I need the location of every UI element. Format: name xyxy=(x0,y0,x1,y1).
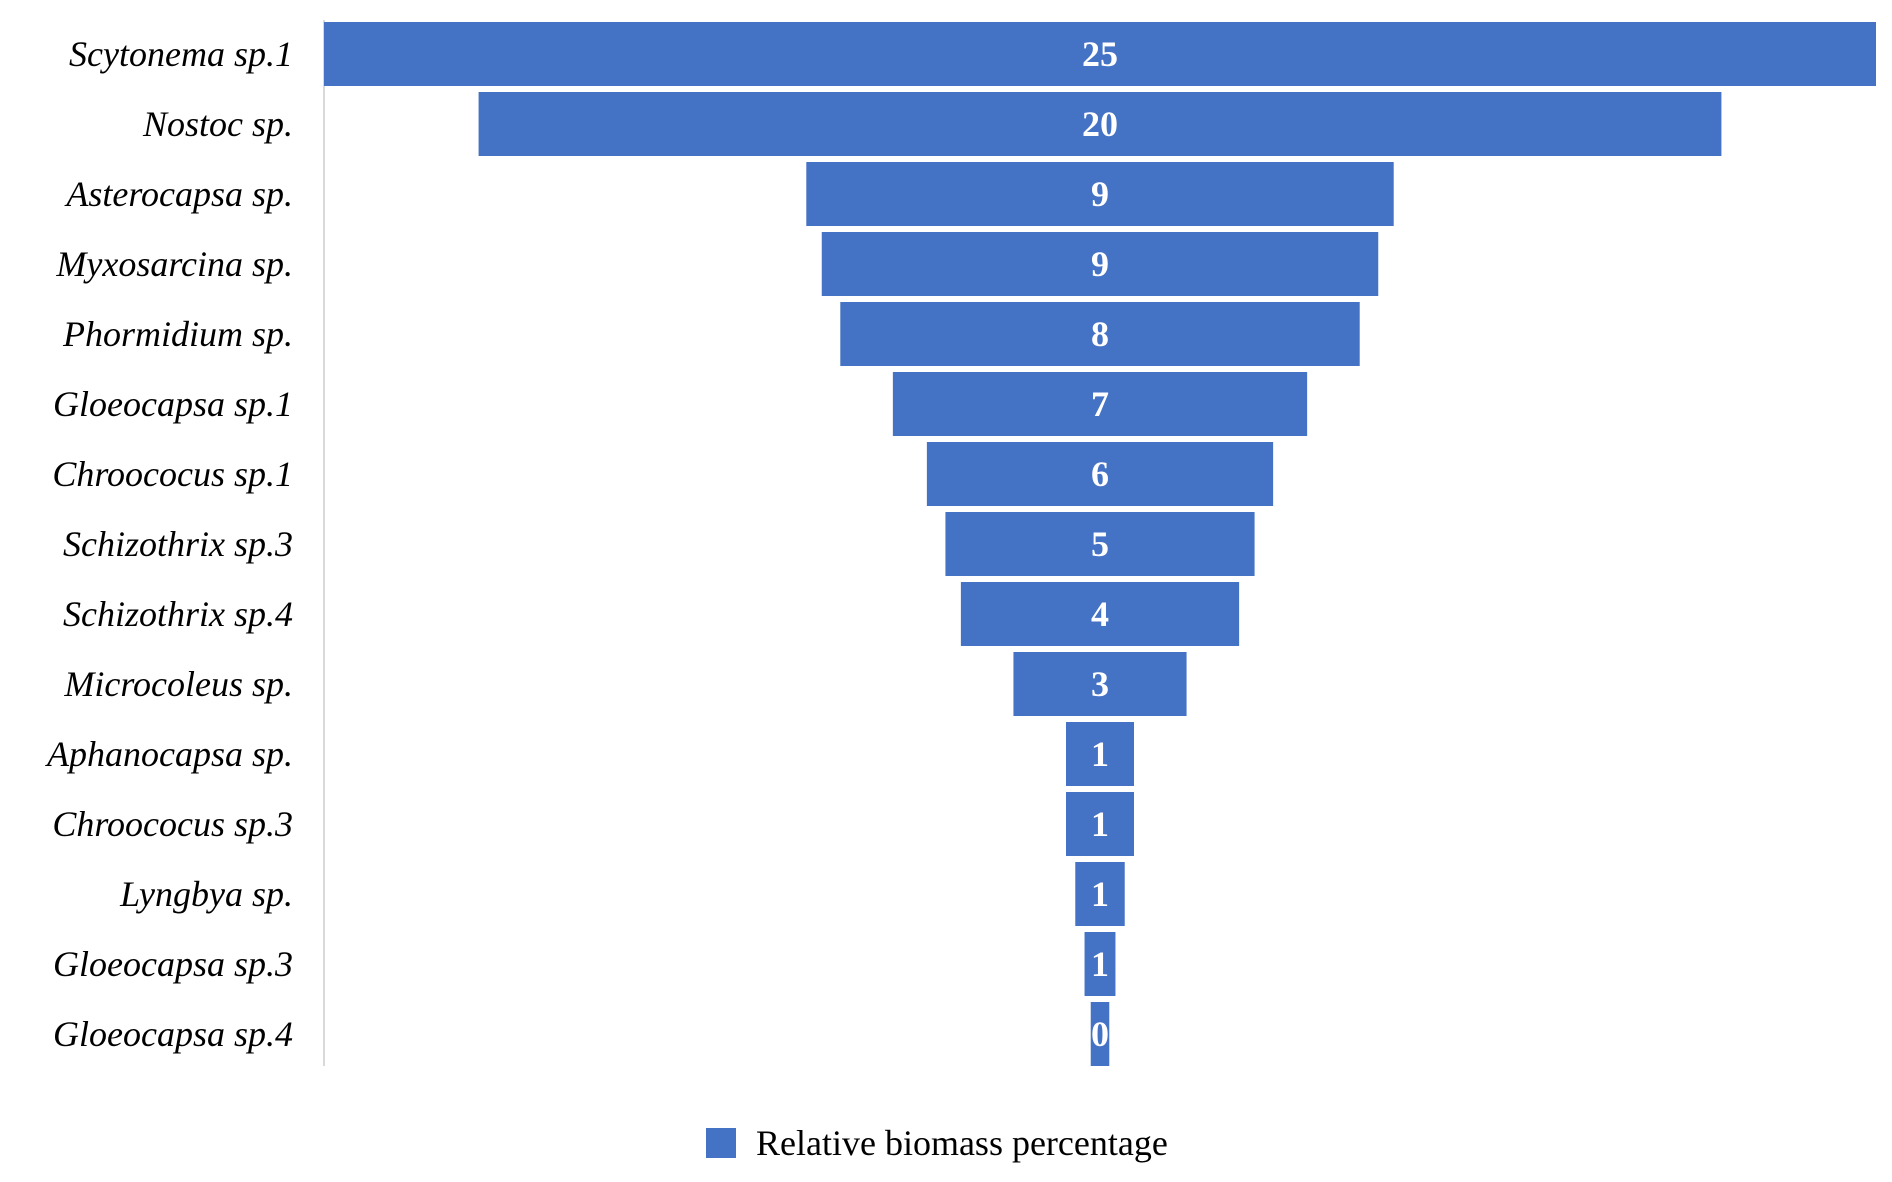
category-labels-group: Scytonema sp.1 Nostoc sp. Asterocapsa sp. M… xyxy=(45,34,293,1054)
category-label: Schizothrix sp.3 xyxy=(63,524,293,564)
data-label: 1 xyxy=(1091,734,1109,774)
bar xyxy=(324,22,1876,86)
data-label: 1 xyxy=(1091,804,1109,844)
category-label: Aphanocapsa sp. xyxy=(45,734,293,774)
data-label: 3 xyxy=(1091,664,1109,704)
bar xyxy=(821,232,1379,296)
data-label: 20 xyxy=(1082,104,1118,144)
data-label: 5 xyxy=(1091,524,1109,564)
bar xyxy=(1065,792,1135,856)
category-label: Gloeocapsa sp.3 xyxy=(53,944,293,984)
bar xyxy=(840,302,1360,366)
bar xyxy=(806,162,1394,226)
category-label: Gloeocapsa sp.1 xyxy=(53,384,293,424)
category-label: Chroococus sp.3 xyxy=(52,804,293,844)
category-label: Schizothrix sp.4 xyxy=(63,594,293,634)
category-label: Microcoleus sp. xyxy=(63,664,293,704)
category-label: Phormidium sp. xyxy=(62,314,293,354)
data-label: 1 xyxy=(1091,944,1109,984)
category-label: Myxosarcina sp. xyxy=(55,244,293,284)
data-label: 7 xyxy=(1091,384,1109,424)
legend-label: Relative biomass percentage xyxy=(756,1123,1168,1163)
bar xyxy=(1090,1002,1110,1066)
bar xyxy=(960,582,1240,646)
bar xyxy=(1075,862,1125,926)
legend-swatch xyxy=(706,1128,736,1158)
bar xyxy=(1013,652,1187,716)
data-label: 0 xyxy=(1091,1014,1109,1054)
category-label: Chroococus sp.1 xyxy=(52,454,293,494)
legend: Relative biomass percentage xyxy=(706,1123,1168,1163)
category-label: Lyngbya sp. xyxy=(119,874,293,914)
bars-group xyxy=(324,22,1876,1066)
data-label: 4 xyxy=(1091,594,1109,634)
category-label: Nostoc sp. xyxy=(142,104,293,144)
category-label: Scytonema sp.1 xyxy=(69,34,293,74)
bar xyxy=(945,512,1255,576)
category-label: Gloeocapsa sp.4 xyxy=(53,1014,293,1054)
bar xyxy=(478,92,1722,156)
bar xyxy=(892,372,1308,436)
data-label: 1 xyxy=(1091,874,1109,914)
category-label: Asterocapsa sp. xyxy=(64,174,293,214)
data-label: 8 xyxy=(1091,314,1109,354)
data-labels-group: 25 20 9 9 8 7 6 5 4 3 1 1 1 1 0 xyxy=(1082,34,1118,1054)
data-label: 9 xyxy=(1091,244,1109,284)
bar xyxy=(926,442,1274,506)
data-label: 6 xyxy=(1091,454,1109,494)
bar xyxy=(1084,932,1116,996)
data-label: 25 xyxy=(1082,34,1118,74)
data-label: 9 xyxy=(1091,174,1109,214)
bar xyxy=(1065,722,1135,786)
